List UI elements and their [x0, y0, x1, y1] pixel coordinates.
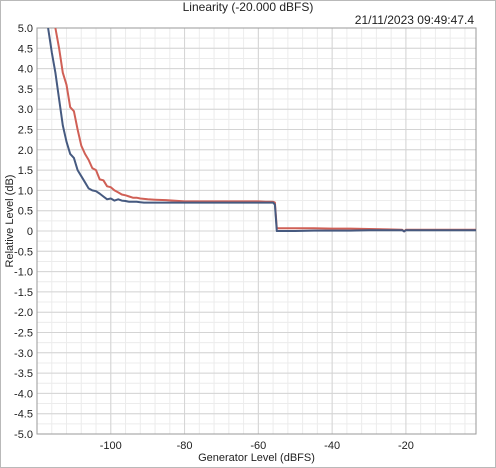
x-tick-label: -100: [100, 440, 122, 452]
y-tick-label: 2.5: [18, 125, 33, 137]
y-tick-label: 3.0: [18, 104, 33, 116]
timestamp: 21/11/2023 09:49:47.4: [354, 13, 474, 27]
y-tick-label: 4.5: [18, 43, 33, 55]
series-line-1: [54, 27, 476, 233]
x-tick-label: -40: [324, 440, 340, 452]
y-axis-label: Relative Level (dB): [4, 175, 16, 268]
y-tick-label: -3.5: [14, 368, 33, 380]
x-tick-label: -60: [250, 440, 266, 452]
y-tick-label: 2.0: [18, 145, 33, 157]
y-tick-label: 4.0: [18, 64, 33, 76]
y-tick-label: -1.0: [14, 267, 33, 279]
series-line-2: [47, 27, 476, 233]
y-tick-label: -1.5: [14, 287, 33, 299]
y-tick-label: 3.5: [18, 84, 33, 96]
y-tick-label: -3.0: [14, 348, 33, 360]
y-tick-label: -2.5: [14, 328, 33, 340]
y-tick-label: 0.5: [18, 206, 33, 218]
y-tick-label: -4.0: [14, 388, 33, 400]
y-tick-label: 1.5: [18, 165, 33, 177]
x-tick-label: -80: [177, 440, 193, 452]
x-tick-label: -20: [398, 440, 414, 452]
y-tick-label: -5.0: [14, 429, 33, 441]
y-tick-label: 1.0: [18, 185, 33, 197]
x-axis-label: Generator Level (dBFS): [198, 452, 315, 464]
y-tick-label: 0: [27, 226, 33, 238]
y-tick-label: -0.5: [14, 246, 33, 258]
y-tick-label: -4.5: [14, 409, 33, 421]
y-tick-label: 5.0: [18, 23, 33, 35]
y-tick-label: -2.0: [14, 307, 33, 319]
chart-title: Linearity (-20.000 dBFS): [182, 0, 314, 14]
